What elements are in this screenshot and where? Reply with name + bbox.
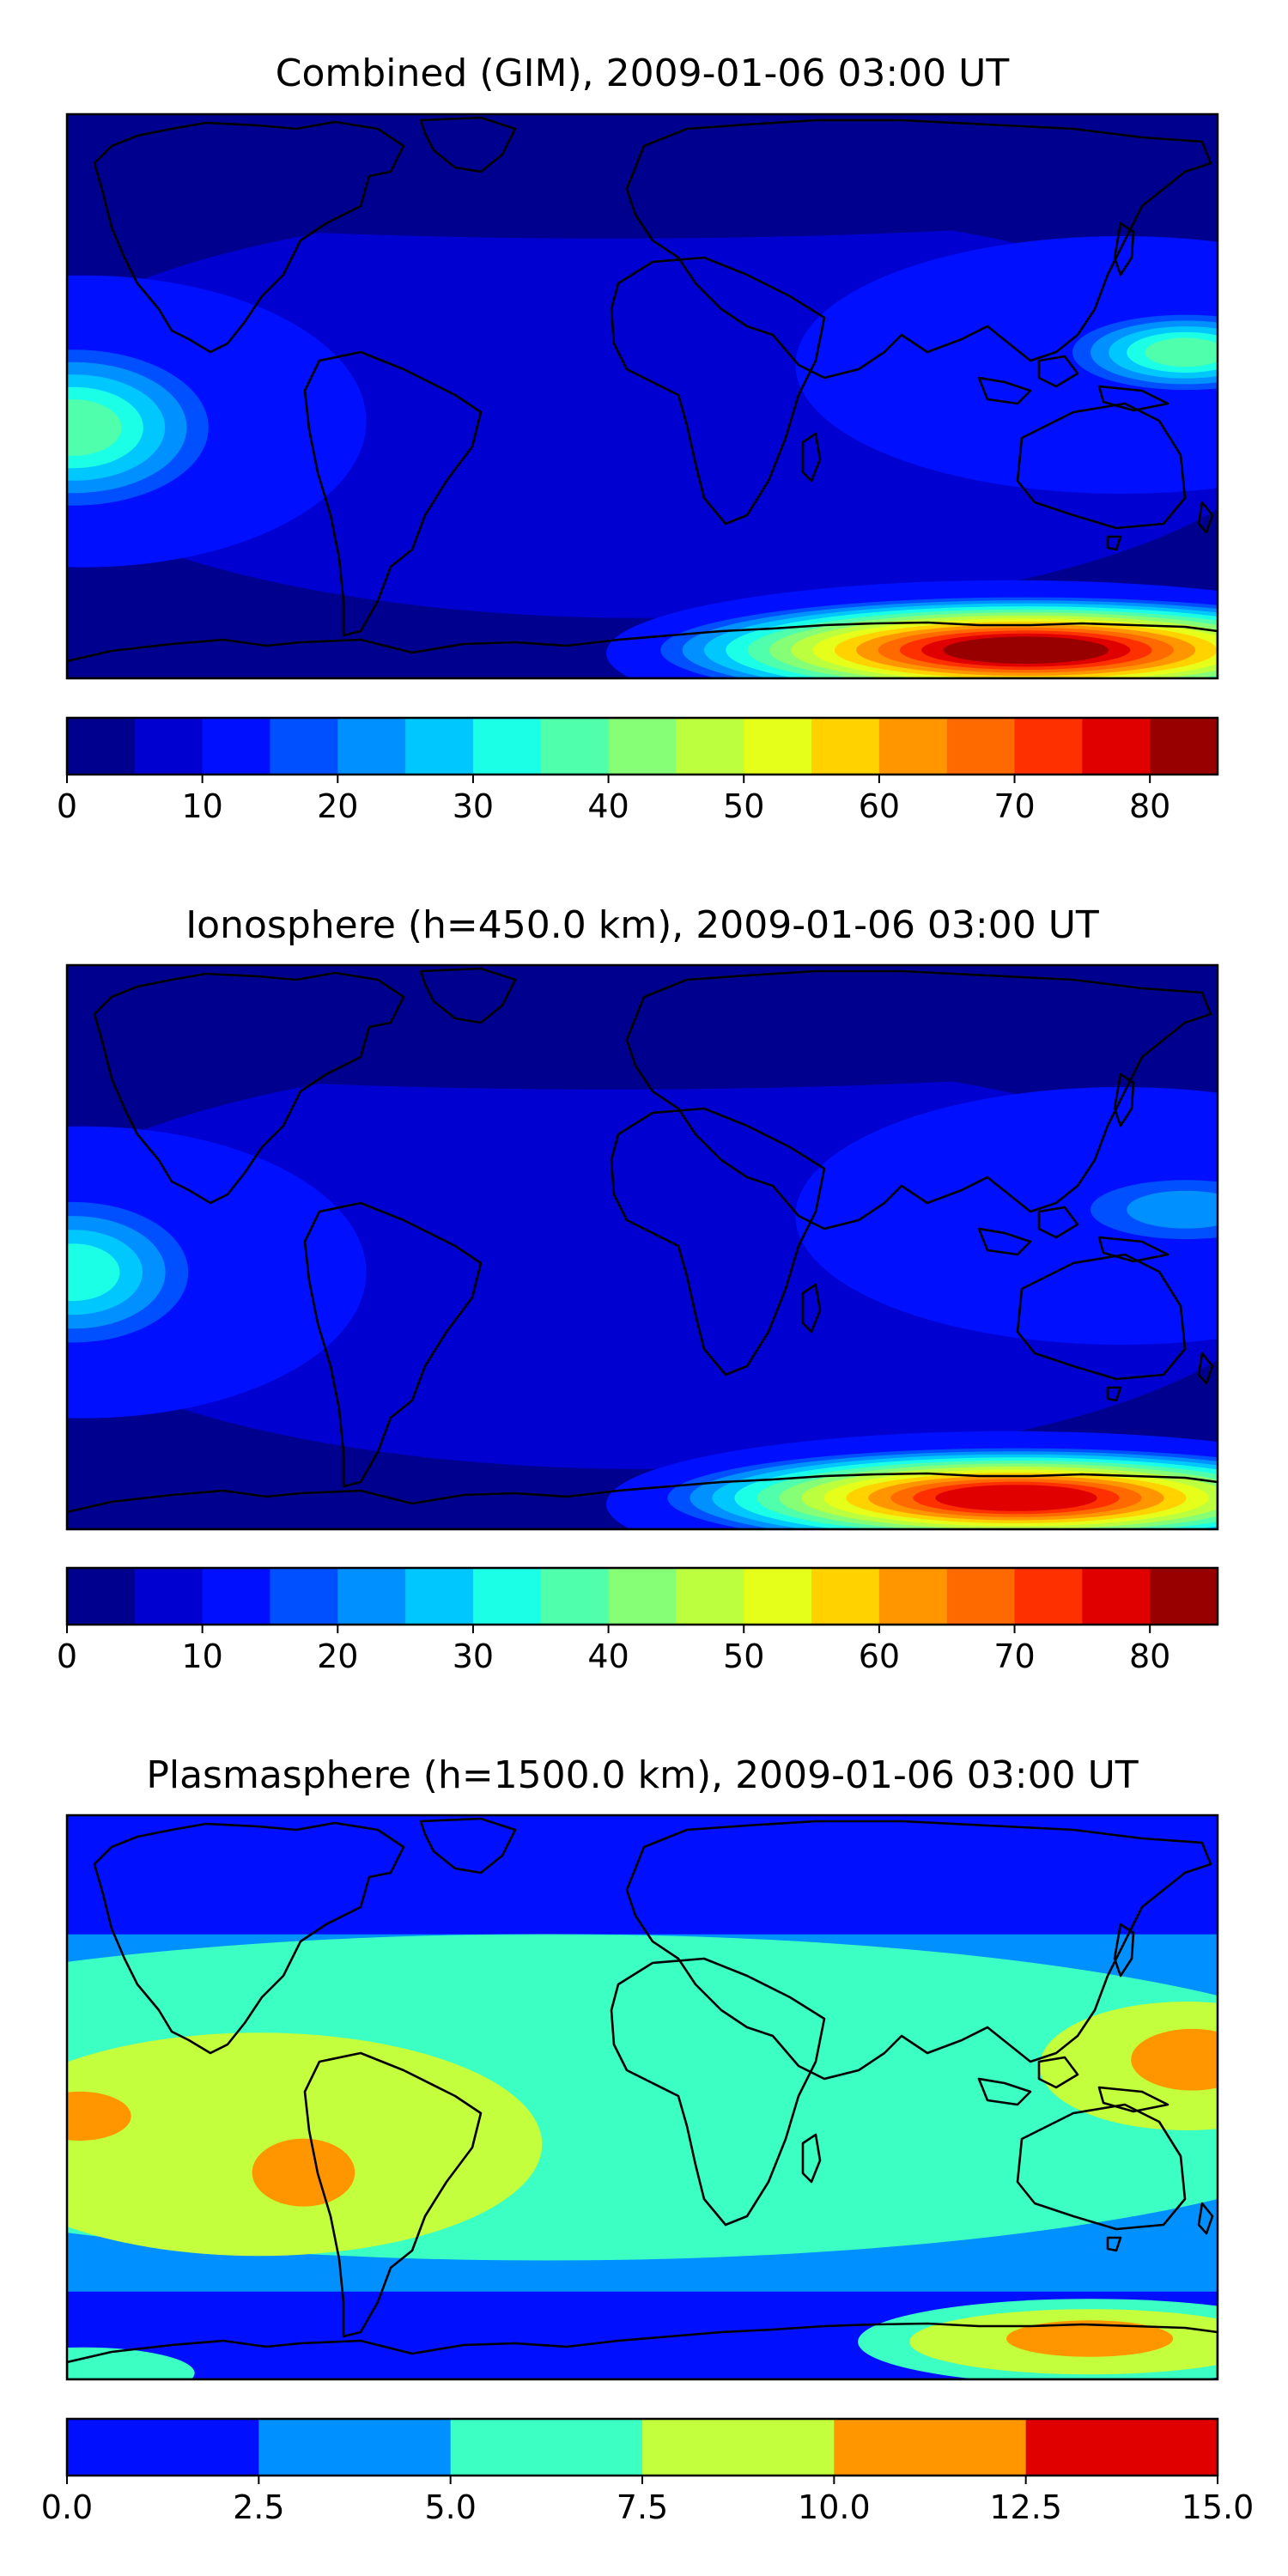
contour-east-pacific-crest <box>67 399 122 456</box>
colorbar-segment <box>744 1568 812 1625</box>
colorbar-tick-label: 5.0 <box>424 2488 476 2526</box>
colorbar-segment <box>337 1568 406 1625</box>
map-area <box>67 1815 1218 2379</box>
colorbar-frame <box>65 1566 1219 1626</box>
colorbar-segment <box>540 1568 610 1625</box>
colorbar-segment <box>878 718 948 775</box>
chart-title: Combined (GIM), 2009-01-06 03:00 UT <box>276 52 1010 95</box>
colorbar-segment <box>540 718 610 775</box>
colorbar-tick-label: 0 <box>57 1637 77 1675</box>
colorbar-segment <box>202 718 270 775</box>
panel-1: Ionosphere (h=450.0 km), 2009-01-06 03:0… <box>57 903 1219 1675</box>
contour-west-pacific-max <box>1131 2028 1218 2091</box>
colorbar-segment <box>608 718 677 775</box>
tec-band <box>795 236 1218 494</box>
colorbar-segment <box>202 1568 270 1625</box>
colorbar-segment <box>450 2419 643 2476</box>
colorbar-segment <box>67 2419 259 2476</box>
colorbar-segment <box>67 718 136 775</box>
colorbar: 0 10 20 30 40 50 60 70 80 <box>57 1566 1219 1675</box>
colorbar-tick-label: 30 <box>453 787 494 825</box>
colorbar-segment <box>1082 1568 1151 1625</box>
colorbar-tick-label: 15.0 <box>1182 2488 1255 2526</box>
tec-band <box>67 965 1218 1090</box>
contour-southern-max <box>1006 2320 1174 2357</box>
colorbar-segment <box>1025 2419 1218 2476</box>
colorbar-segment <box>134 1568 204 1625</box>
colorbar-segment <box>134 718 204 775</box>
colorbar-tick-label: 20 <box>317 787 358 825</box>
colorbar-segment <box>946 718 1016 775</box>
tec-band <box>67 1126 367 1419</box>
contour-east-pacific-crest <box>67 1243 120 1302</box>
chart-title: Plasmasphere (h=1500.0 km), 2009-01-06 0… <box>146 1753 1138 1797</box>
contour-south-indian-ocean-peak <box>943 636 1109 664</box>
colorbar: 0 10 20 30 40 50 60 70 80 <box>57 716 1219 825</box>
colorbar-segment <box>405 1568 474 1625</box>
colorbar-segment <box>946 1568 1016 1625</box>
tec-band <box>795 1087 1218 1345</box>
chart-title: Ionosphere (h=450.0 km), 2009-01-06 03:0… <box>185 903 1099 947</box>
colorbar-segment <box>1014 1568 1083 1625</box>
colorbar-segment <box>811 718 880 775</box>
colorbar-tick-label: 50 <box>723 1637 764 1675</box>
contour-south-indian-ocean-peak <box>935 1485 1097 1511</box>
colorbar-segment <box>67 1568 136 1625</box>
panel-0: Combined (GIM), 2009-01-06 03:00 UT 0 10 20… <box>57 52 1219 825</box>
colorbar-segment <box>811 1568 880 1625</box>
colorbar-tick-label: 7.5 <box>617 2488 668 2526</box>
colorbar-segment <box>744 718 812 775</box>
map-area <box>67 114 1218 678</box>
tec-band <box>67 2032 543 2257</box>
colorbar-segment <box>676 718 744 775</box>
colorbar-segment <box>608 1568 677 1625</box>
colorbar-tick-label: 0 <box>57 787 77 825</box>
contour-south-america-max <box>252 2138 355 2207</box>
colorbar-segment <box>1014 718 1083 775</box>
colorbar-tick-label: 20 <box>317 1637 358 1675</box>
map-frame <box>65 963 1219 1531</box>
map-area <box>67 965 1218 1529</box>
colorbar-segment <box>1150 718 1218 775</box>
colorbar-tick-label: 50 <box>723 787 764 825</box>
colorbar-segment <box>834 2419 1027 2476</box>
colorbar: 0.0 2.5 5.0 7.5 10.0 12.5 15.0 <box>41 2417 1255 2526</box>
colorbar-tick-label: 70 <box>993 787 1035 825</box>
colorbar-segment <box>472 718 542 775</box>
colorbar-segment <box>270 718 338 775</box>
colorbar-segment <box>258 2419 452 2476</box>
colorbar-segment <box>270 1568 338 1625</box>
colorbar-tick-label: 2.5 <box>233 2488 284 2526</box>
contour-west-pacific-crest <box>1127 1190 1218 1229</box>
colorbar-segment <box>1150 1568 1218 1625</box>
colorbar-frame <box>65 716 1219 776</box>
colorbar-tick-label: 10 <box>181 787 222 825</box>
colorbar-tick-label: 0.0 <box>41 2488 93 2526</box>
colorbar-segment <box>405 718 474 775</box>
colorbar-tick-label: 80 <box>1129 787 1170 825</box>
colorbar-tick-label: 80 <box>1129 1637 1170 1675</box>
colorbar-tick-label: 10 <box>181 1637 222 1675</box>
colorbar-tick-label: 60 <box>859 787 900 825</box>
colorbar-segment <box>642 2419 835 2476</box>
colorbar-segment <box>337 718 406 775</box>
colorbar-tick-label: 60 <box>859 1637 900 1675</box>
colorbar-tick-label: 70 <box>993 1637 1035 1675</box>
contour-west-pacific-crest <box>1145 337 1218 368</box>
colorbar-segment <box>878 1568 948 1625</box>
map-frame <box>65 112 1219 680</box>
panel-2: Plasmasphere (h=1500.0 km), 2009-01-06 0… <box>41 1753 1255 2526</box>
colorbar-segment <box>1082 718 1151 775</box>
colorbar-segment <box>472 1568 542 1625</box>
tec-band <box>67 114 1218 239</box>
colorbar-tick-label: 10.0 <box>798 2488 871 2526</box>
contour-east-pacific-max <box>67 2091 131 2141</box>
colorbar-tick-label: 30 <box>453 1637 494 1675</box>
map-frame <box>65 1814 1219 2381</box>
colorbar-segment <box>676 1568 744 1625</box>
colorbar-tick-label: 40 <box>587 787 629 825</box>
colorbar-tick-label: 12.5 <box>989 2488 1062 2526</box>
colorbar-tick-label: 40 <box>587 1637 629 1675</box>
